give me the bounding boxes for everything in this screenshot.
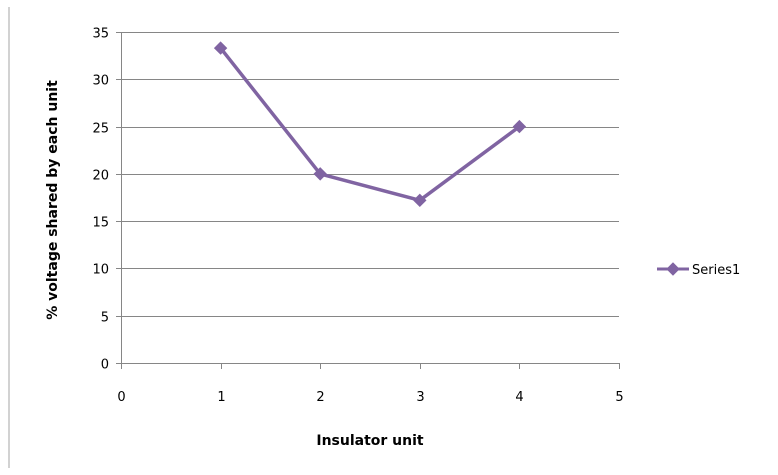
x-axis-title: Insulator unit — [316, 433, 424, 449]
data-point-marker — [512, 119, 527, 134]
legend: Series1 — [657, 262, 740, 278]
data-point-marker — [313, 167, 327, 181]
y-tick-label: 5 — [101, 311, 109, 326]
data-point-marker — [413, 193, 427, 208]
x-tick-label: 0 — [117, 390, 125, 405]
grid-layer — [121, 32, 619, 317]
data-point-marker — [213, 41, 228, 55]
y-tick-label: 10 — [92, 263, 109, 278]
y-tick-label: 15 — [92, 216, 109, 231]
y-tick-label: 0 — [101, 358, 109, 373]
y-tick-label: 25 — [92, 122, 109, 137]
x-tick-label: 4 — [515, 390, 523, 405]
x-tick-label: 5 — [615, 390, 623, 405]
x-tick-label: 3 — [416, 390, 424, 405]
x-tick-label: 2 — [316, 390, 324, 405]
x-tick-label: 1 — [217, 390, 225, 405]
y-tick-label: 35 — [92, 27, 109, 42]
series-line-1 — [218, 46, 522, 203]
y-tick-label: 20 — [92, 169, 109, 184]
legend-series1-marker — [666, 262, 680, 276]
x-tick-labels: 0 1 2 3 4 5 — [117, 390, 623, 405]
legend-series1-label: Series1 — [692, 263, 740, 278]
y-tick-label: 30 — [92, 74, 109, 89]
axes-layer — [116, 32, 620, 369]
series-layer — [213, 41, 527, 208]
y-tick-labels: 0 5 10 15 20 25 30 35 — [92, 27, 109, 373]
y-axis-title: % voltage shared by each unit — [45, 80, 61, 320]
